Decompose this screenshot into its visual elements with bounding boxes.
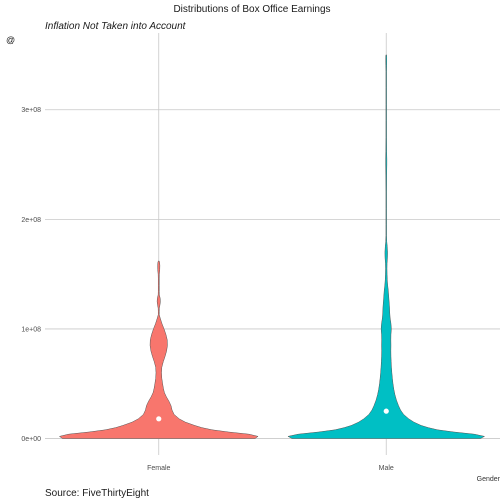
chart-caption: Source: FiveThirtyEight	[45, 488, 149, 499]
x-tick-label: Male	[379, 465, 394, 472]
y-tick-label: 3e+08	[21, 107, 41, 114]
chart-subtitle: Inflation Not Taken into Account	[45, 21, 186, 32]
y-tick-label: 2e+08	[21, 217, 41, 224]
median-point-male	[383, 408, 389, 414]
median-point-female	[156, 416, 162, 422]
x-axis-label: Gender	[476, 476, 500, 483]
y-tick-labels: 0e+00 1e+08 2e+08 3e+08	[21, 107, 41, 443]
x-gridlines	[158, 33, 387, 455]
chart-title: Distributions of Box Office Earnings	[173, 4, 331, 15]
violin-female	[59, 260, 259, 439]
x-tick-label: Female	[147, 465, 170, 472]
violin-male	[287, 54, 485, 439]
x-tick-labels: Female Male	[147, 465, 394, 472]
violins	[59, 54, 485, 439]
y-axis-label: @	[6, 35, 16, 45]
y-tick-label: 1e+08	[21, 326, 41, 333]
y-gridlines	[45, 109, 500, 439]
y-tick-label: 0e+00	[21, 436, 41, 443]
